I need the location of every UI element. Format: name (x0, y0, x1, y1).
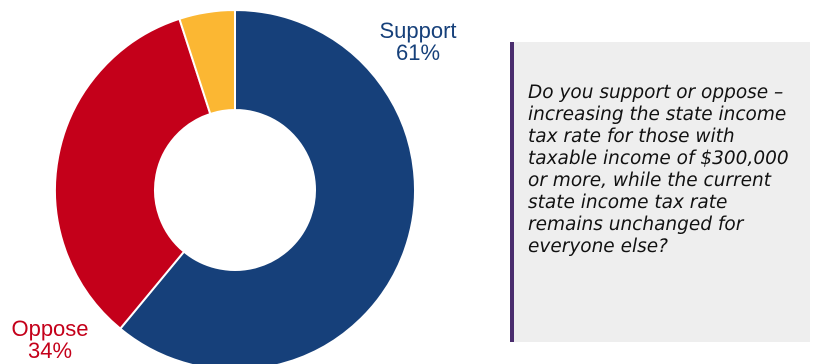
slice-support (118, 8, 416, 364)
question-text: Do you support or oppose – increasing th… (528, 82, 789, 257)
question-box: Do you support or oppose – increasing th… (510, 42, 810, 342)
support-label-percent: 61% (395, 40, 441, 65)
slice-oppose (54, 17, 212, 331)
support-label: Support 61% (358, 20, 478, 64)
oppose-label: Oppose 34% (0, 318, 100, 362)
support-label-name: Support (379, 18, 457, 43)
oppose-label-percent: 34% (27, 338, 73, 363)
slice-other (178, 8, 236, 116)
oppose-label-name: Oppose (11, 316, 89, 341)
